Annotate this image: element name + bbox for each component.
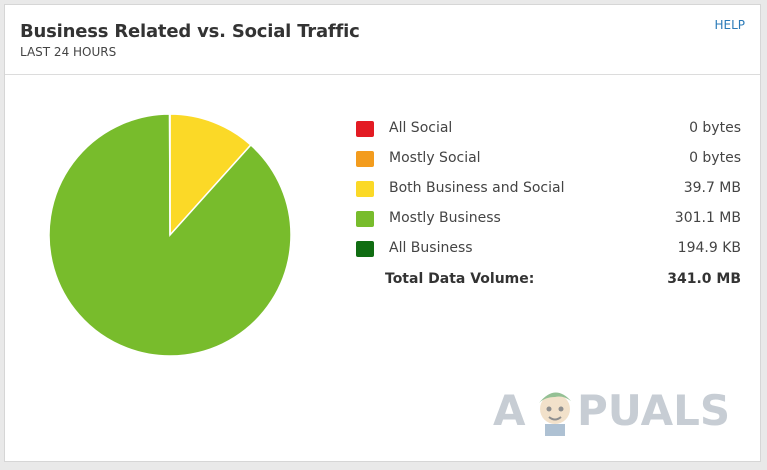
traffic-pie-chart [47,112,293,358]
total-value: 341.0 MB [667,271,741,287]
legend-swatch [356,181,374,197]
legend-label: Both Business and Social [389,180,565,196]
traffic-widget: Business Related vs. Social Traffic LAST… [4,4,761,462]
widget-title: Business Related vs. Social Traffic [20,21,360,42]
legend-item-both: Both Business and Social 39.7 MB [356,175,741,205]
help-link[interactable]: HELP [714,18,745,32]
legend-total-row: Total Data Volume: 341.0 MB [356,269,741,299]
legend-swatch [356,121,374,137]
legend-item-mostly-business: Mostly Business 301.1 MB [356,205,741,235]
legend-item-all-business: All Business 194.9 KB [356,235,741,265]
watermark-letter-a: A [493,386,526,435]
mascot-icon [539,392,571,436]
watermark-letters-puals: PUALS [577,386,730,435]
legend-swatch [356,151,374,167]
legend: All Social 0 bytes Mostly Social 0 bytes… [356,115,741,299]
legend-value: 0 bytes [689,120,741,136]
pie-slice-both-business-and-social[interactable] [169,113,252,237]
legend-item-mostly-social: Mostly Social 0 bytes [356,145,741,175]
legend-swatch [356,211,374,227]
legend-label: All Social [389,120,453,136]
legend-label: Mostly Social [389,150,481,166]
widget-header: Business Related vs. Social Traffic LAST… [5,5,760,75]
legend-value: 194.9 KB [677,240,741,256]
legend-value: 0 bytes [689,150,741,166]
legend-label: All Business [389,240,473,256]
legend-value: 39.7 MB [683,180,741,196]
legend-value: 301.1 MB [674,210,741,226]
legend-label: Mostly Business [389,210,501,226]
appuals-watermark-logo: A PUALS [493,375,738,445]
watermark-svg: A PUALS [493,386,730,436]
pie-svg [48,113,292,357]
legend-item-all-social: All Social 0 bytes [356,115,741,145]
total-label: Total Data Volume: [385,271,535,287]
widget-subtitle: LAST 24 HOURS [20,45,117,59]
legend-swatch [356,241,374,257]
